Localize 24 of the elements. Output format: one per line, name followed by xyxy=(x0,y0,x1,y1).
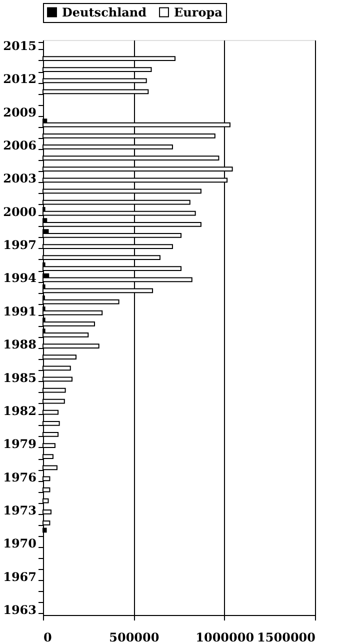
y-tick-label: 1970 xyxy=(3,536,36,551)
y-tick-label: 1985 xyxy=(3,370,36,385)
y-tick-label: 2015 xyxy=(3,39,36,54)
y-tick-label: 1963 xyxy=(3,602,36,617)
y-tick-label: 1976 xyxy=(3,470,36,484)
y-tick-label: 1979 xyxy=(3,437,36,452)
legend-label: Europa xyxy=(174,5,223,20)
y-tick-label: 2006 xyxy=(3,138,36,153)
y-tick-label: 2003 xyxy=(3,172,36,186)
y-tick-label: 1967 xyxy=(3,570,36,584)
y-tick-label: 2000 xyxy=(3,204,36,219)
y-tick-label: 1994 xyxy=(3,271,36,286)
x-tick-label: 0 xyxy=(44,630,52,643)
y-tick-label: 2012 xyxy=(3,72,36,86)
y-tick-label: 1973 xyxy=(3,503,36,518)
y-tick-label: 2009 xyxy=(3,105,36,120)
legend-label: Deutschland xyxy=(62,5,148,20)
x-tick-label: 1000000 xyxy=(196,630,254,643)
y-tick-label: 1997 xyxy=(3,238,36,252)
y-tick-label: 1988 xyxy=(3,338,36,352)
x-tick-label: 1500000 xyxy=(257,630,316,643)
x-tick-label: 500000 xyxy=(109,630,160,643)
y-tick-label: 1991 xyxy=(3,304,36,318)
y-tick-label: 1982 xyxy=(3,404,36,418)
